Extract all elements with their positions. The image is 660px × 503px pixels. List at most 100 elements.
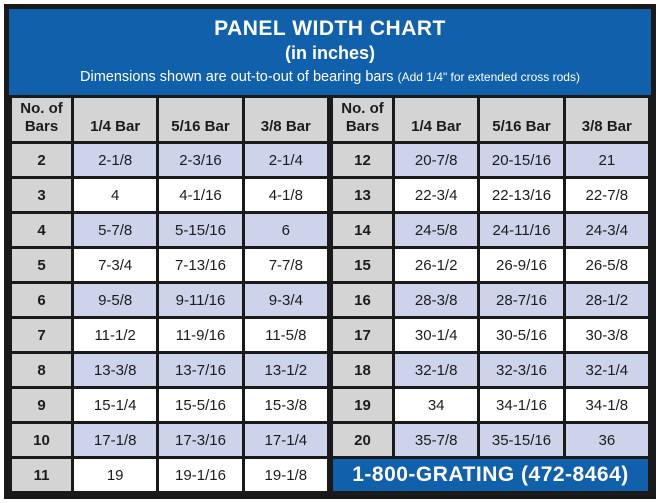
width-value-cell: 20-7/8: [391, 141, 481, 179]
width-value-cell: 7-3/4: [70, 246, 160, 284]
table-row: 11 19 19-1/16 19-1/8: [9, 456, 331, 494]
col-header-quarter-bar: 1/4 Bar: [391, 95, 481, 144]
bars-count-cell: 12: [330, 141, 395, 179]
width-value-cell: 6: [241, 211, 331, 249]
dimension-note-paren: (Add 1/4" for extended cross rods): [397, 69, 580, 84]
width-value-cell: 30-1/4: [391, 316, 481, 354]
bars-count-cell: 19: [330, 386, 395, 424]
bars-count-cell: 17: [330, 316, 395, 354]
width-value-cell: 34: [391, 386, 481, 424]
width-value-cell: 20-15/16: [477, 141, 566, 179]
table-row: 18 32-1/8 32-3/16 32-1/4: [330, 351, 652, 389]
width-value-cell: 9-3/4: [241, 281, 331, 319]
width-value-cell: 32-3/16: [477, 351, 566, 389]
width-value-cell: 13-7/16: [156, 351, 245, 389]
width-value-cell: 4-1/16: [156, 176, 245, 214]
width-value-cell: 19-1/8: [241, 456, 331, 494]
table-row: 20 35-7/8 35-15/16 36: [330, 421, 652, 459]
bars-count-cell: 14: [330, 211, 395, 249]
width-value-cell: 5-15/16: [156, 211, 245, 249]
width-value-cell: 34-1/8: [562, 386, 652, 424]
width-value-cell: 7-13/16: [156, 246, 245, 284]
width-value-cell: 9-11/16: [156, 281, 245, 319]
width-value-cell: 26-5/8: [562, 246, 652, 284]
right-header-row: No. of Bars 1/4 Bar 5/16 Bar 3/8 Bar: [330, 95, 652, 144]
bars-count-cell: 13: [330, 176, 395, 214]
title-banner: PANEL WIDTH CHART (in inches) Dimensions…: [9, 9, 651, 95]
table-row: 8 13-3/8 13-7/16 13-1/2: [9, 351, 331, 389]
width-value-cell: 4: [70, 176, 160, 214]
table-row: 13 22-3/4 22-13/16 22-7/8: [330, 176, 652, 214]
width-value-cell: 22-7/8: [562, 176, 652, 214]
width-value-cell: 32-1/4: [562, 351, 652, 389]
bars-count-cell: 20: [330, 421, 395, 459]
table-row: 3 4 4-1/16 4-1/8: [9, 176, 331, 214]
col-header-five-sixteenth-bar: 5/16 Bar: [477, 95, 566, 144]
dimension-note: Dimensions shown are out-to-out of beari…: [11, 69, 649, 86]
phone-number: 1-800-GRATING (472-8464): [330, 456, 651, 494]
table-row: 4 5-7/8 5-15/16 6: [9, 211, 331, 249]
width-value-cell: 9-5/8: [70, 281, 160, 319]
dimension-note-main: Dimensions shown are out-to-out of beari…: [80, 68, 394, 85]
width-value-cell: 21: [562, 141, 652, 179]
left-width-table: No. of Bars 1/4 Bar 5/16 Bar 3/8 Bar 2 2-…: [9, 95, 331, 494]
bars-count-cell: 3: [9, 176, 74, 214]
width-value-cell: 36: [562, 421, 652, 459]
tables-area: No. of Bars 1/4 Bar 5/16 Bar 3/8 Bar 2 2-…: [9, 95, 652, 494]
bars-count-cell: 7: [9, 316, 74, 354]
bars-count-cell: 15: [330, 246, 395, 284]
table-row: 9 15-1/4 15-5/16 15-3/8: [9, 386, 331, 424]
width-value-cell: 28-1/2: [562, 281, 652, 319]
bars-count-cell: 16: [330, 281, 395, 319]
width-value-cell: 17-1/8: [70, 421, 160, 459]
width-value-cell: 24-5/8: [391, 211, 481, 249]
bars-count-cell: 2: [9, 141, 74, 179]
width-value-cell: 5-7/8: [70, 211, 160, 249]
width-value-cell: 26-1/2: [391, 246, 481, 284]
width-value-cell: 22-13/16: [477, 176, 566, 214]
page-title: PANEL WIDTH CHART: [214, 16, 446, 40]
bars-count-cell: 11: [9, 456, 74, 494]
width-value-cell: 28-3/8: [391, 281, 481, 319]
width-value-cell: 2-3/16: [156, 141, 245, 179]
width-value-cell: 22-3/4: [391, 176, 481, 214]
col-header-three-eighth-bar: 3/8 Bar: [562, 95, 652, 144]
width-value-cell: 13-1/2: [241, 351, 331, 389]
width-value-cell: 24-3/4: [562, 211, 652, 249]
table-row: 6 9-5/8 9-11/16 9-3/4: [9, 281, 331, 319]
width-value-cell: 17-1/4: [241, 421, 331, 459]
width-value-cell: 11-9/16: [156, 316, 245, 354]
table-row: 7 11-1/2 11-9/16 11-5/8: [9, 316, 331, 354]
bars-count-cell: 9: [9, 386, 74, 424]
phone-row: 1-800-GRATING (472-8464): [330, 456, 651, 494]
table-row: 12 20-7/8 20-15/16 21: [330, 141, 652, 179]
width-value-cell: 35-15/16: [477, 421, 566, 459]
table-row: 14 24-5/8 24-11/16 24-3/4: [330, 211, 652, 249]
right-width-table: No. of Bars 1/4 Bar 5/16 Bar 3/8 Bar 12 2…: [330, 95, 652, 494]
bars-count-cell: 8: [9, 351, 74, 389]
width-value-cell: 24-11/16: [477, 211, 566, 249]
width-value-cell: 2-1/4: [241, 141, 331, 179]
width-value-cell: 19: [70, 456, 160, 494]
table-row: 5 7-3/4 7-13/16 7-7/8: [9, 246, 331, 284]
col-header-quarter-bar: 1/4 Bar: [70, 95, 160, 144]
table-row: 16 28-3/8 28-7/16 28-1/2: [330, 281, 652, 319]
table-row: 2 2-1/8 2-3/16 2-1/4: [9, 141, 331, 179]
width-value-cell: 2-1/8: [70, 141, 160, 179]
col-header-five-sixteenth-bar: 5/16 Bar: [156, 95, 245, 144]
width-value-cell: 7-7/8: [241, 246, 331, 284]
col-header-no-of-bars: No. of Bars: [9, 95, 74, 144]
table-row: 10 17-1/8 17-3/16 17-1/4: [9, 421, 331, 459]
bars-count-cell: 18: [330, 351, 395, 389]
col-header-three-eighth-bar: 3/8 Bar: [241, 95, 331, 144]
left-header-row: No. of Bars 1/4 Bar 5/16 Bar 3/8 Bar: [9, 95, 331, 144]
table-row: 19 34 34-1/16 34-1/8: [330, 386, 652, 424]
width-value-cell: 35-7/8: [391, 421, 481, 459]
width-value-cell: 17-3/16: [156, 421, 245, 459]
table-row: 17 30-1/4 30-5/16 30-3/8: [330, 316, 652, 354]
width-value-cell: 11-1/2: [70, 316, 160, 354]
width-value-cell: 34-1/16: [477, 386, 566, 424]
bars-count-cell: 10: [9, 421, 74, 459]
width-value-cell: 4-1/8: [241, 176, 331, 214]
